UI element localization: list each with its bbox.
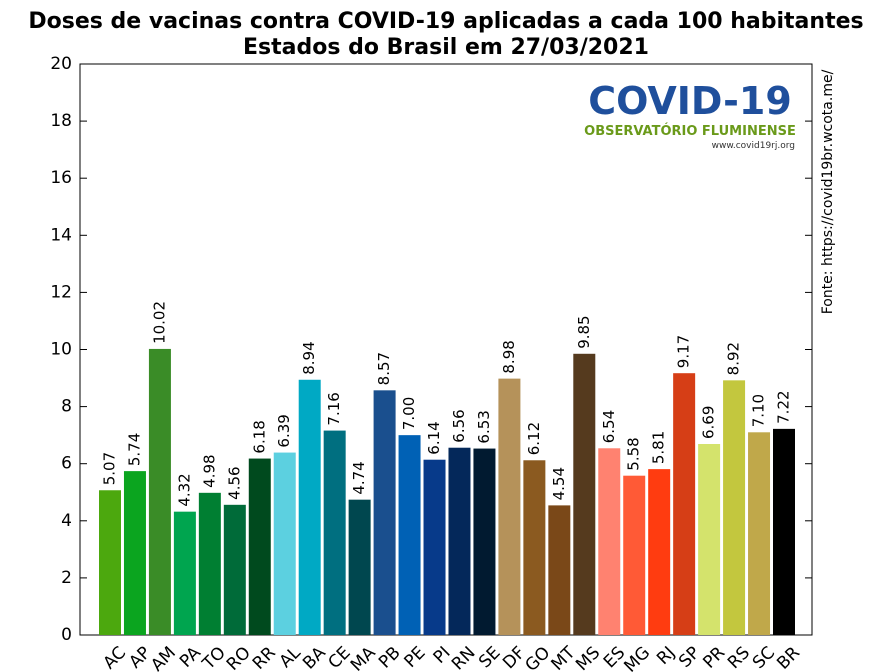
bar (148, 348, 171, 635)
value-label: 9.17 (675, 335, 693, 368)
source-note: Fonte: https://covid19br.wcota.me/ (820, 69, 836, 314)
value-label: 6.69 (700, 406, 718, 439)
x-tick-label: RJ (653, 643, 679, 669)
y-tick-label: 12 (50, 282, 72, 302)
bar (448, 447, 471, 635)
y-tick-label: 14 (50, 225, 72, 245)
value-label: 5.74 (125, 433, 143, 466)
value-label: 8.92 (725, 342, 743, 375)
x-tick-label: MG (620, 643, 654, 672)
logo: COVID-19 OBSERVATÓRIO FLUMINENSE www.cov… (584, 79, 796, 151)
value-label: 4.56 (225, 466, 243, 499)
value-label: 8.57 (375, 352, 393, 385)
bar (573, 353, 596, 635)
value-label: 8.98 (500, 340, 518, 373)
bar (423, 459, 446, 635)
bar (523, 460, 546, 635)
value-label: 6.12 (525, 422, 543, 455)
bar (773, 428, 795, 635)
value-label: 6.54 (600, 410, 618, 443)
y-tick-label: 2 (61, 568, 72, 588)
bar (648, 469, 671, 635)
bar (323, 430, 346, 635)
bar (173, 511, 196, 635)
bar (723, 380, 746, 635)
bar (198, 492, 221, 635)
bar (298, 379, 321, 635)
bar (673, 373, 696, 635)
value-label: 7.22 (775, 390, 793, 423)
bar (498, 378, 521, 635)
bar (348, 499, 371, 635)
x-tick-label: BR (773, 643, 804, 672)
y-tick-label: 0 (61, 625, 72, 645)
value-label: 10.02 (150, 301, 168, 344)
value-label: 4.54 (550, 467, 568, 500)
value-label: 5.58 (625, 437, 643, 470)
logo-url: www.covid19rj.org (712, 141, 795, 151)
bar (748, 432, 771, 635)
logo-title: COVID-19 (588, 79, 792, 123)
y-tick-label: 8 (61, 397, 72, 417)
bar (223, 504, 246, 635)
value-label: 6.56 (450, 409, 468, 442)
bar (598, 448, 621, 635)
bar (398, 435, 421, 635)
y-tick-label: 10 (50, 340, 72, 360)
chart-title: Doses de vacinas contra COVID-19 aplicad… (28, 9, 863, 34)
logo-org: OBSERVATÓRIO FLUMINENSE (584, 123, 796, 139)
value-label: 7.00 (400, 397, 418, 430)
y-tick-label: 16 (50, 168, 72, 188)
y-tick-label: 6 (61, 454, 72, 474)
y-tick-label: 18 (50, 111, 72, 131)
bar (123, 471, 146, 635)
bar (373, 390, 396, 635)
value-label: 6.53 (475, 410, 493, 443)
value-label: 4.32 (175, 473, 193, 506)
x-tick-label: PE (401, 643, 430, 672)
bar (99, 490, 121, 635)
bar (698, 444, 721, 635)
value-label: 8.94 (300, 341, 318, 374)
value-label: 4.74 (350, 461, 368, 494)
value-label: 6.14 (425, 421, 443, 454)
y-tick-label: 4 (61, 511, 72, 531)
y-tick-label: 20 (50, 54, 72, 74)
value-label: 9.85 (575, 315, 593, 348)
value-label: 4.98 (200, 454, 218, 487)
value-label: 6.18 (250, 420, 268, 453)
value-label: 7.16 (325, 392, 343, 425)
bar (473, 448, 496, 635)
value-label: 7.10 (750, 394, 768, 427)
bar (548, 505, 571, 635)
bar (623, 475, 646, 635)
value-label: 6.39 (275, 414, 293, 447)
bar (273, 452, 296, 635)
value-label: 5.07 (101, 452, 119, 485)
value-label: 5.81 (650, 431, 668, 464)
chart-subtitle: Estados do Brasil em 27/03/2021 (243, 35, 649, 60)
bar (248, 458, 271, 635)
